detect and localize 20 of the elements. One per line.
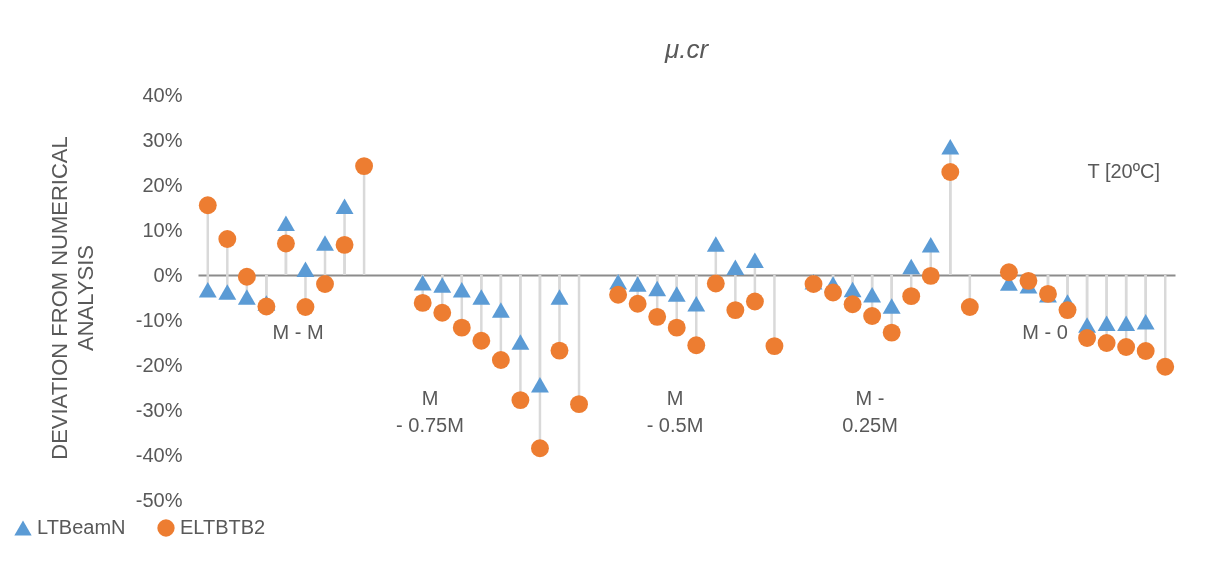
annotation: M - 0.5M (646, 387, 704, 436)
annotation: M - M (272, 321, 324, 343)
legend-label: LTBeamN (37, 516, 126, 538)
annotation: T [20ºC] (1087, 160, 1160, 182)
annotation: M - 0.75M (396, 387, 464, 436)
y-tick-label: -10% (135, 308, 183, 331)
y-tick-label: 40% (142, 83, 183, 106)
y-tick-label: -50% (135, 488, 183, 511)
y-tick-label: 20% (142, 173, 183, 196)
y-axis-title: DEVIATION FROM NUMERICAL ANALYSIS (46, 136, 98, 460)
y-tick-label: 0% (153, 263, 183, 286)
chart-title: μ.cr (663, 34, 710, 64)
y-tick-label: 10% (142, 218, 183, 241)
y-tick-label: -30% (135, 398, 183, 421)
legend-label: ELTBTB2 (180, 516, 266, 538)
y-tick-label: 30% (142, 128, 183, 151)
y-tick-label: -40% (135, 443, 183, 466)
annotation: M - 0.25M (842, 387, 898, 436)
y-tick-label: -20% (135, 353, 183, 376)
annotation: M - 0 (1022, 321, 1068, 343)
